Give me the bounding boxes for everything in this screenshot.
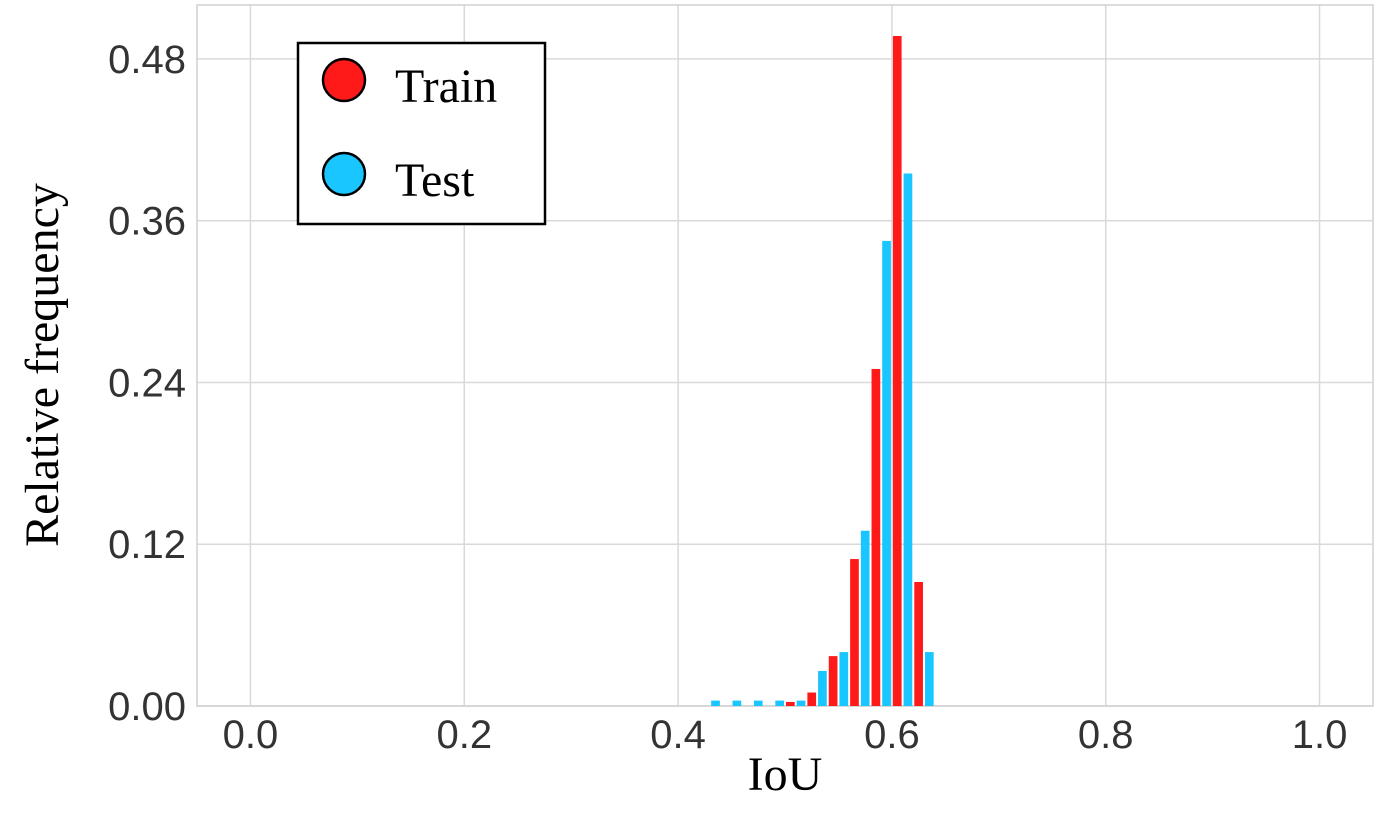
y-tick-label: 0.48 xyxy=(108,38,186,82)
bar xyxy=(914,581,923,706)
bar xyxy=(818,670,827,706)
bar xyxy=(732,700,742,706)
bar xyxy=(860,530,870,706)
y-tick-label: 0.36 xyxy=(108,200,186,244)
x-tick-label: 0.6 xyxy=(864,713,920,757)
bar xyxy=(882,240,891,707)
bar xyxy=(796,700,806,706)
x-tick-label: 0.0 xyxy=(223,713,279,757)
bar xyxy=(711,700,720,706)
x-tick-label: 0.2 xyxy=(436,713,492,757)
x-tick-label: 0.8 xyxy=(1078,713,1134,757)
x-axis-label: IoU xyxy=(748,748,823,801)
bar xyxy=(850,559,859,706)
bar xyxy=(903,173,913,706)
y-axis-label: Relative frequency xyxy=(16,183,69,547)
legend-marker xyxy=(321,151,367,197)
bar xyxy=(924,652,934,706)
y-tick-label: 0.12 xyxy=(108,523,186,567)
bar xyxy=(892,36,902,707)
bar xyxy=(828,656,838,706)
x-tick-label: 0.4 xyxy=(650,713,706,757)
bar xyxy=(871,368,881,706)
legend: Train Test xyxy=(296,41,547,226)
x-tick-label: 1.0 xyxy=(1292,713,1348,757)
plot-frame xyxy=(196,4,1374,707)
legend-marker xyxy=(321,57,367,103)
bar xyxy=(775,700,784,706)
bar xyxy=(807,692,817,706)
y-tick-label: 0.24 xyxy=(108,361,186,405)
bar xyxy=(839,652,849,706)
legend-label: Test xyxy=(395,154,475,207)
bar xyxy=(753,700,763,706)
y-tick-label: 0.00 xyxy=(108,685,186,729)
bar xyxy=(786,701,795,706)
legend-label: Train xyxy=(395,60,497,113)
